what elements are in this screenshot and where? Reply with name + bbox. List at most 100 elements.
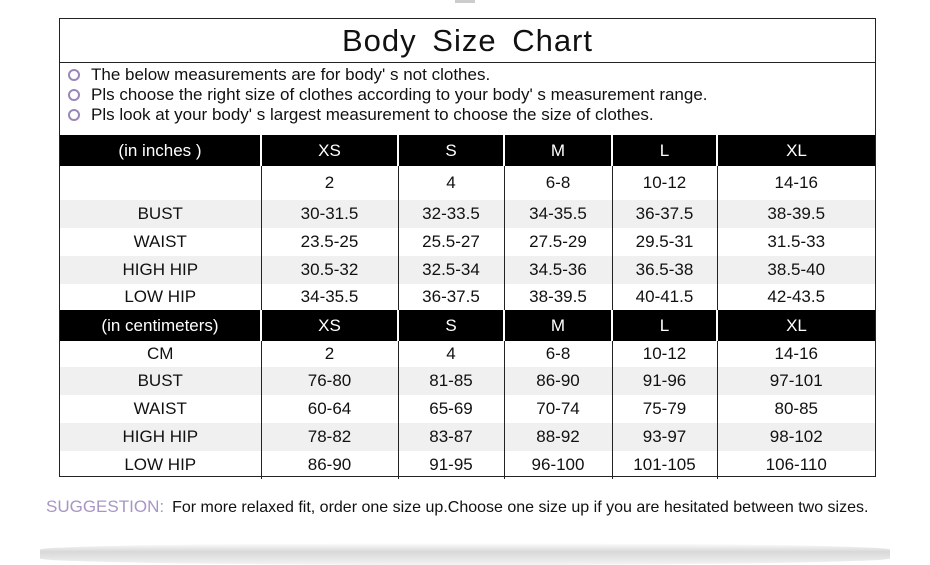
note-item: Pls choose the right size of clothes acc… xyxy=(68,85,708,105)
note-text: Pls choose the right size of clothes acc… xyxy=(91,85,708,104)
size-value: 78-82 xyxy=(261,423,399,451)
header-row: (in centimeters) XS S M L XL xyxy=(60,310,875,341)
row-label: HIGH HIP xyxy=(60,256,262,284)
shadow-decoration xyxy=(40,543,890,565)
circle-bullet-icon xyxy=(68,69,80,81)
size-value: 60-64 xyxy=(261,395,399,423)
row-label: WAIST xyxy=(60,228,262,256)
size-value: 40-41.5 xyxy=(612,284,718,310)
size-value: 38.5-40 xyxy=(717,256,875,284)
size-value: 101-105 xyxy=(612,451,718,479)
size-value: 6-8 xyxy=(504,341,613,367)
table-row: CM 2 4 6-8 10-12 14-16 xyxy=(60,341,875,367)
circle-bullet-icon xyxy=(68,109,80,121)
row-label: BUST xyxy=(60,200,262,228)
size-header: S xyxy=(398,135,505,166)
size-chart: Body Size Chart The below measurements a… xyxy=(59,18,876,479)
size-value: 91-95 xyxy=(398,451,505,479)
size-value: 25.5-27 xyxy=(398,228,505,256)
size-value: 106-110 xyxy=(765,455,827,474)
size-value: 70-74 xyxy=(504,395,613,423)
size-header: L xyxy=(612,310,718,341)
size-value: 86-90 xyxy=(504,367,613,395)
table-row: 2 4 6-8 10-12 14-16 xyxy=(60,166,875,200)
size-header: M xyxy=(504,135,613,166)
row-label: WAIST xyxy=(60,395,262,423)
note-item: Pls look at your body' s largest measure… xyxy=(68,105,708,125)
size-value: 34-35.5 xyxy=(504,200,613,228)
size-header: XS xyxy=(261,135,399,166)
size-value: 30-31.5 xyxy=(261,200,399,228)
size-value: 30.5-32 xyxy=(261,256,399,284)
row-label: BUST xyxy=(60,367,262,395)
suggestion: SUGGESTION: For more relaxed fit, order o… xyxy=(46,497,868,517)
size-value: 75-79 xyxy=(612,395,718,423)
unit-header: (in inches ) xyxy=(60,135,262,166)
size-header: XS xyxy=(261,310,399,341)
size-value: 6-8 xyxy=(504,166,613,200)
suggestion-label: SUGGESTION: xyxy=(46,497,165,516)
size-header: S xyxy=(398,310,505,341)
note-text: Pls look at your body' s largest measure… xyxy=(91,105,654,124)
row-label: LOW HIP xyxy=(60,284,262,310)
table-row: HIGH HIP 30.5-32 32.5-34 34.5-36 36.5-38 38.5… xyxy=(60,256,875,284)
header-row: (in inches ) XS S M L XL xyxy=(60,135,875,166)
table-row: WAIST 23.5-25 25.5-27 27.5-29 29.5-31 31.5-33 xyxy=(60,228,875,256)
table-row: LOW HIP 34-35.5 36-37.5 38-39.5 40-41.5 42-43… xyxy=(60,284,875,310)
size-value: 4 xyxy=(398,341,505,367)
size-value: 14-16 xyxy=(774,173,818,192)
size-value: 88-92 xyxy=(504,423,613,451)
size-value: 83-87 xyxy=(398,423,505,451)
inches-table: (in inches ) XS S M L XL 2 4 6-8 10-12 14-16 BUST 30… xyxy=(60,135,875,310)
size-value: 10-12 xyxy=(612,341,718,367)
size-value: 32-33.5 xyxy=(398,200,505,228)
size-value: 4 xyxy=(398,166,505,200)
row-label xyxy=(60,166,262,200)
suggestion-text: For more relaxed fit, order one size up.… xyxy=(172,499,869,516)
table-row: BUST 76-80 81-85 86-90 91-96 97-101 xyxy=(60,367,875,395)
note-text: The below measurements are for body' s n… xyxy=(91,65,491,84)
row-label: LOW HIP xyxy=(60,451,262,479)
size-value: 34.5-36 xyxy=(504,256,613,284)
size-value: 10-12 xyxy=(612,166,718,200)
size-value: 98-102 xyxy=(717,423,875,451)
size-header: XL xyxy=(717,310,875,341)
size-value: 2 xyxy=(261,166,399,200)
size-value: 32.5-34 xyxy=(398,256,505,284)
size-value: 27.5-29 xyxy=(504,228,613,256)
notes-list: The below measurements are for body' s n… xyxy=(68,65,708,125)
size-value: 14-16 xyxy=(774,344,818,363)
size-value: 65-69 xyxy=(398,395,505,423)
unit-header: (in centimeters) xyxy=(60,310,262,341)
centimeters-table: (in centimeters) XS S M L XL CM 2 4 6-8 10-12 14-16… xyxy=(60,310,875,479)
size-value: 97-101 xyxy=(717,367,875,395)
size-value: 23.5-25 xyxy=(261,228,399,256)
size-value: 76-80 xyxy=(261,367,399,395)
size-value: 42-43.5 xyxy=(767,287,826,306)
table-row: BUST 30-31.5 32-33.5 34-35.5 36-37.5 38-39.5 xyxy=(60,200,875,228)
size-value: 96-100 xyxy=(504,451,613,479)
size-value: 34-35.5 xyxy=(261,284,399,310)
size-value: 36-37.5 xyxy=(612,200,718,228)
size-value: 36.5-38 xyxy=(612,256,718,284)
size-header: M xyxy=(504,310,613,341)
size-value: 2 xyxy=(261,341,399,367)
size-value: 31.5-33 xyxy=(767,232,826,251)
size-value: 93-97 xyxy=(612,423,718,451)
size-value: 38-39.5 xyxy=(504,284,613,310)
size-value: 38-39.5 xyxy=(717,200,875,228)
size-value: 36-37.5 xyxy=(398,284,505,310)
size-header: XL xyxy=(717,135,875,166)
size-header: L xyxy=(612,135,718,166)
table-row: LOW HIP 86-90 91-95 96-100 101-105 106-110 xyxy=(60,451,875,479)
chart-title: Body Size Chart xyxy=(60,19,875,63)
row-label: CM xyxy=(60,341,262,367)
size-value: 81-85 xyxy=(398,367,505,395)
row-label: HIGH HIP xyxy=(60,423,262,451)
note-item: The below measurements are for body' s n… xyxy=(68,65,708,85)
size-value: 86-90 xyxy=(261,451,399,479)
table-row: HIGH HIP 78-82 83-87 88-92 93-97 98-102 xyxy=(60,423,875,451)
table-row: WAIST 60-64 65-69 70-74 75-79 80-85 xyxy=(60,395,875,423)
circle-bullet-icon xyxy=(68,89,80,101)
top-mark xyxy=(455,0,475,3)
